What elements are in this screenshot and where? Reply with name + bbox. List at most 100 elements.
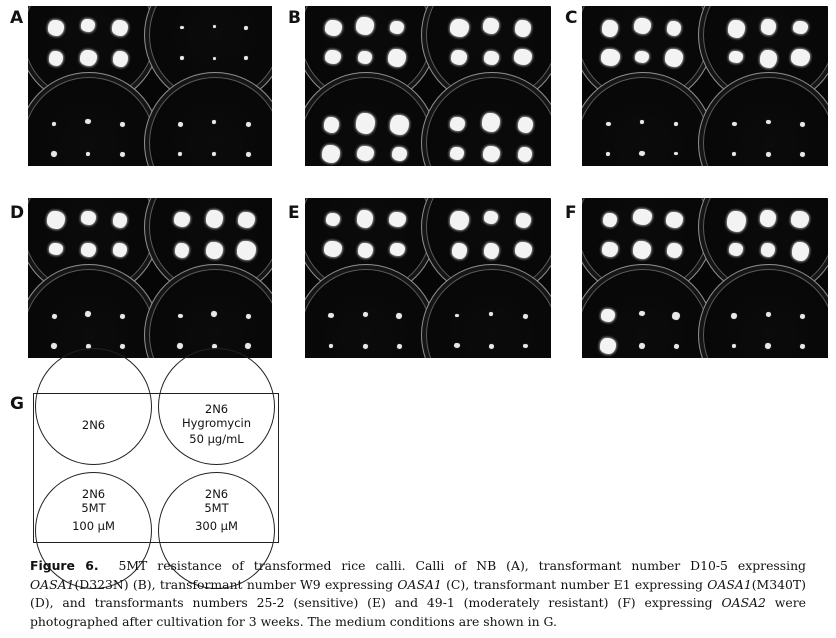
- callus: [639, 343, 645, 349]
- callus: [450, 147, 464, 160]
- medium-concentration: 100 µM: [72, 519, 115, 533]
- callus: [113, 213, 127, 228]
- callus: [119, 151, 125, 157]
- callus: [674, 152, 678, 155]
- petri-dish: [144, 72, 272, 166]
- medium-name: 2N6: [204, 402, 229, 416]
- callus: [212, 24, 216, 28]
- medium-concentration: 300 µM: [195, 519, 238, 533]
- callus: [674, 122, 678, 126]
- gene-name: OASA2: [721, 595, 766, 610]
- callus: [454, 343, 460, 348]
- medium-additive: 5MT: [204, 501, 229, 515]
- medium-name: 2N6: [81, 487, 106, 501]
- caption-text: (D323N) (B), transformant number W9 expr…: [74, 576, 398, 592]
- medium-additive: 5MT: [81, 501, 106, 515]
- callus: [482, 113, 500, 132]
- callus: [323, 116, 339, 133]
- callus: [729, 243, 743, 256]
- panel-label-d: D: [10, 203, 25, 223]
- callus: [522, 343, 528, 348]
- callus: [396, 313, 402, 319]
- callus: [666, 242, 682, 258]
- callus: [765, 119, 771, 124]
- petri-dish: [582, 72, 714, 166]
- callus: [244, 56, 248, 60]
- callus: [245, 151, 251, 157]
- photo-panel-e: [305, 198, 551, 358]
- photo-panel-d: [28, 198, 272, 358]
- callus: [732, 344, 736, 348]
- callus: [47, 211, 65, 229]
- callus: [211, 311, 217, 317]
- callus: [518, 147, 532, 162]
- callus: [633, 241, 651, 259]
- callus: [212, 56, 216, 60]
- callus: [237, 211, 255, 228]
- panel-label-f: F: [565, 203, 577, 223]
- callus: [760, 18, 776, 35]
- petri-dish: [28, 72, 160, 166]
- callus: [178, 152, 182, 156]
- callus: [639, 311, 645, 316]
- photo-panel-c: [582, 6, 828, 166]
- petri-dish: [305, 264, 437, 358]
- caption-text: were photographed after cultivation for …: [30, 595, 806, 629]
- callus: [112, 20, 128, 36]
- callus: [51, 313, 57, 319]
- callus: [514, 241, 532, 258]
- callus: [731, 121, 737, 126]
- callus: [483, 242, 499, 259]
- petri-dish: [28, 264, 160, 358]
- callus: [449, 18, 469, 37]
- callus: [174, 212, 190, 227]
- callus: [451, 242, 467, 259]
- callus: [765, 151, 771, 157]
- callus: [112, 50, 128, 67]
- petri-dish: [421, 264, 551, 358]
- callus: [600, 48, 620, 66]
- callus: [515, 212, 531, 228]
- callus: [245, 343, 251, 349]
- callus: [483, 18, 499, 34]
- photo-panel-a: [28, 6, 272, 166]
- callus: [388, 49, 406, 67]
- callus: [356, 145, 374, 161]
- callus: [86, 152, 90, 156]
- gene-name: OASA1: [397, 576, 442, 592]
- panel-label-b: B: [288, 8, 301, 28]
- callus: [245, 121, 251, 127]
- caption-text: (C), transformant number E1 expressing: [441, 576, 708, 592]
- callus: [665, 49, 683, 67]
- callus: [391, 146, 407, 161]
- callus: [522, 313, 528, 319]
- callus: [205, 209, 223, 228]
- callus: [667, 21, 681, 36]
- callus: [760, 210, 776, 227]
- photo-panel-b: [305, 6, 551, 166]
- dish-outline-top-right: [158, 348, 275, 465]
- callus: [791, 211, 809, 228]
- callus: [799, 313, 805, 319]
- callus: [51, 151, 57, 157]
- callus: [113, 243, 127, 257]
- callus: [325, 50, 341, 64]
- callus: [177, 313, 183, 318]
- callus: [322, 145, 340, 163]
- callus: [326, 213, 340, 226]
- callus: [236, 240, 256, 260]
- callus: [602, 20, 618, 37]
- callus: [792, 20, 808, 34]
- medium-conditions-schematic: 2N6 2N6 Hygromycin 50 µg/mL 2N6 5MT 100 …: [33, 348, 279, 589]
- callus: [211, 343, 217, 349]
- callus: [362, 311, 368, 317]
- callus: [80, 242, 96, 257]
- callus: [489, 312, 493, 316]
- panel-label-e: E: [288, 203, 300, 223]
- callus: [761, 243, 775, 257]
- callus: [640, 120, 644, 124]
- callus: [85, 311, 91, 317]
- medium-additive: Hygromycin: [181, 416, 252, 430]
- callus: [673, 343, 679, 349]
- callus: [119, 343, 125, 349]
